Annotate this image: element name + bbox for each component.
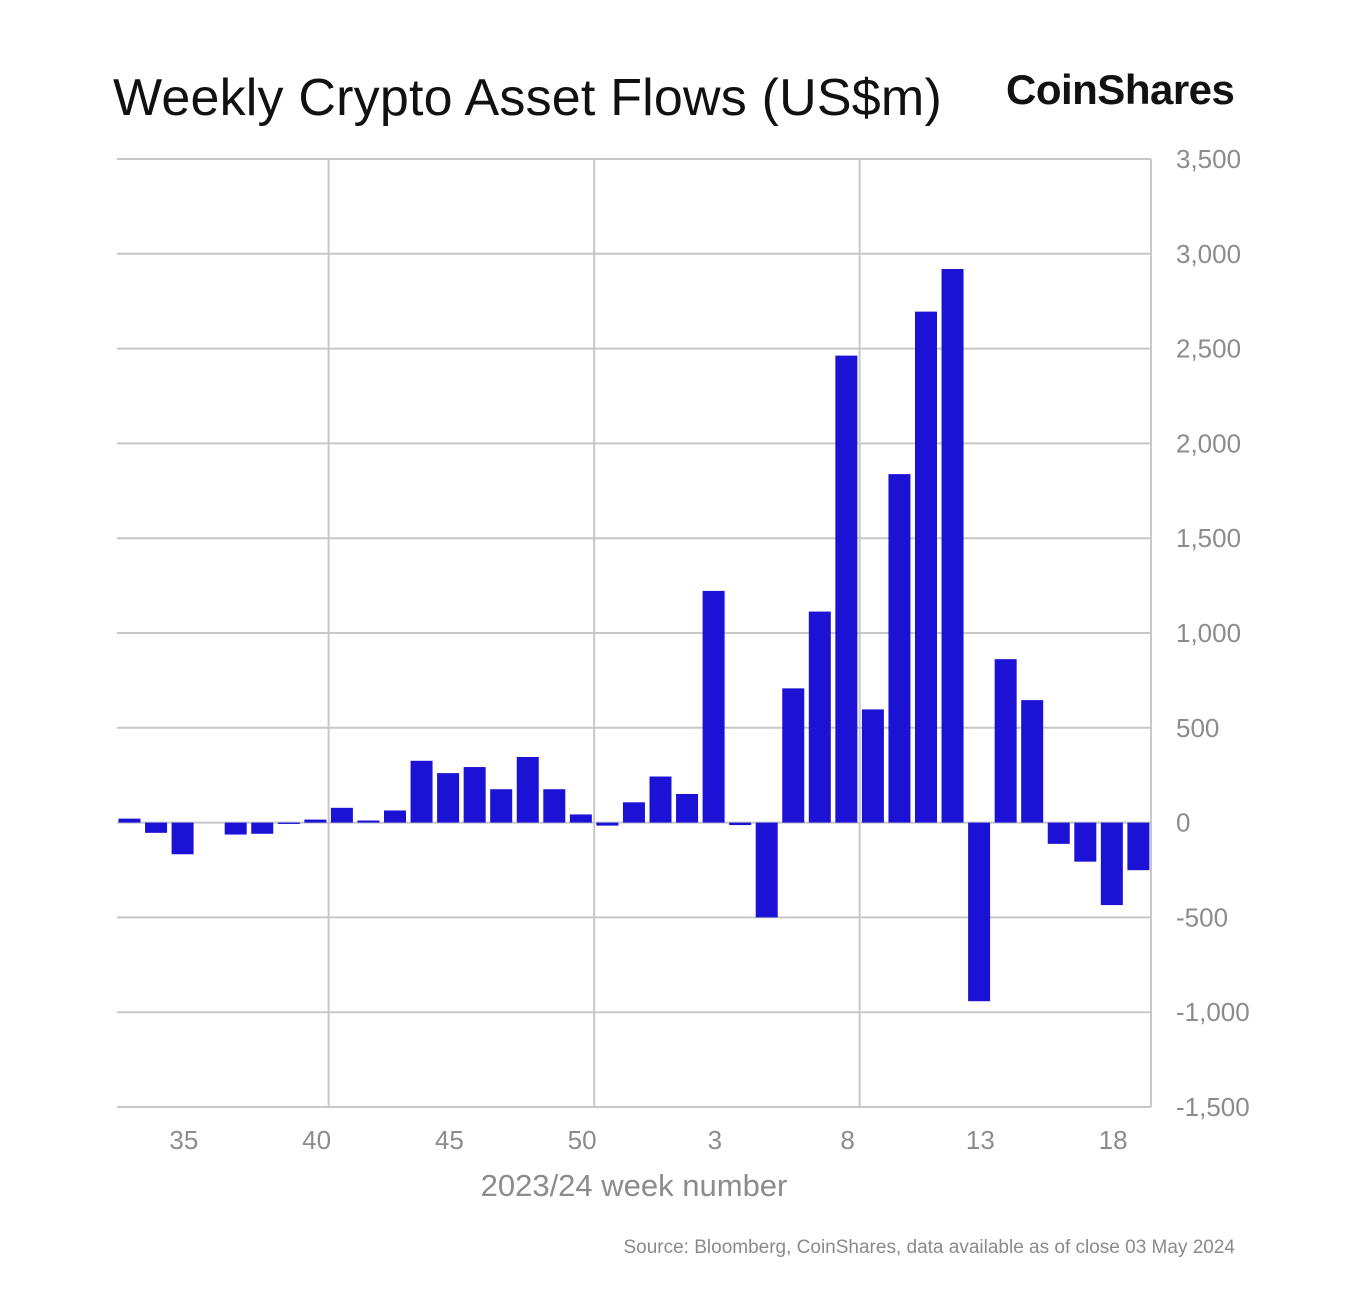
bar (861, 709, 884, 823)
bar (251, 822, 274, 834)
bar (596, 822, 619, 826)
bar (304, 819, 327, 823)
x-tick-label: 3 (708, 1125, 722, 1155)
x-tick-label: 40 (302, 1125, 331, 1155)
bar (330, 807, 353, 823)
bar (888, 474, 911, 823)
coinshares-logo: CoinShares (1006, 66, 1235, 113)
x-tick-label: 18 (1099, 1125, 1128, 1155)
bar (835, 355, 858, 823)
y-tick-label: 3,500 (1176, 144, 1241, 174)
bar (516, 756, 539, 823)
bar (384, 810, 406, 823)
bar (941, 268, 964, 823)
bar (994, 659, 1017, 823)
y-tick-label: 500 (1176, 713, 1219, 743)
bar (171, 822, 194, 855)
bar (649, 776, 672, 823)
bar (1100, 822, 1123, 906)
x-tick-label: 50 (568, 1125, 597, 1155)
bar (224, 822, 247, 835)
x-axis-label: 2023/24 week number (481, 1168, 788, 1203)
bar (755, 822, 778, 918)
bar (490, 789, 513, 823)
y-tick-label: 2,500 (1176, 334, 1241, 364)
bar (1127, 822, 1150, 871)
x-tick-label: 8 (840, 1125, 854, 1155)
bar (915, 311, 937, 823)
bar (1021, 700, 1044, 823)
y-tick-label: 0 (1176, 808, 1190, 838)
bar (702, 590, 725, 823)
bar (622, 802, 645, 823)
x-tick-label: 13 (966, 1125, 995, 1155)
bar (437, 773, 460, 823)
chart-title: Weekly Crypto Asset Flows (US$m) (113, 69, 942, 127)
bar (808, 611, 831, 823)
bar (357, 820, 380, 823)
bar (277, 822, 300, 824)
bar (1074, 822, 1097, 862)
bar (543, 789, 566, 823)
y-tick-label: -1,000 (1176, 997, 1250, 1027)
bar (463, 767, 486, 823)
y-tick-label: 3,000 (1176, 239, 1241, 269)
bar (676, 793, 699, 823)
x-tick-label: 45 (435, 1125, 464, 1155)
x-tick-label: 35 (169, 1125, 198, 1155)
bar (410, 760, 433, 823)
bar (782, 688, 805, 823)
y-tick-label: 1,500 (1176, 523, 1241, 553)
y-tick-label: 2,000 (1176, 428, 1241, 458)
y-tick-label: -1,500 (1176, 1092, 1250, 1122)
bar (729, 822, 752, 826)
bar (145, 822, 168, 833)
bar (569, 814, 592, 823)
bar (1047, 822, 1070, 844)
source-note: Source: Bloomberg, CoinShares, data avai… (623, 1237, 1235, 1258)
bar (968, 822, 991, 1002)
y-tick-label: 1,000 (1176, 618, 1241, 648)
y-tick-label: -500 (1176, 902, 1228, 932)
bar (118, 818, 141, 823)
